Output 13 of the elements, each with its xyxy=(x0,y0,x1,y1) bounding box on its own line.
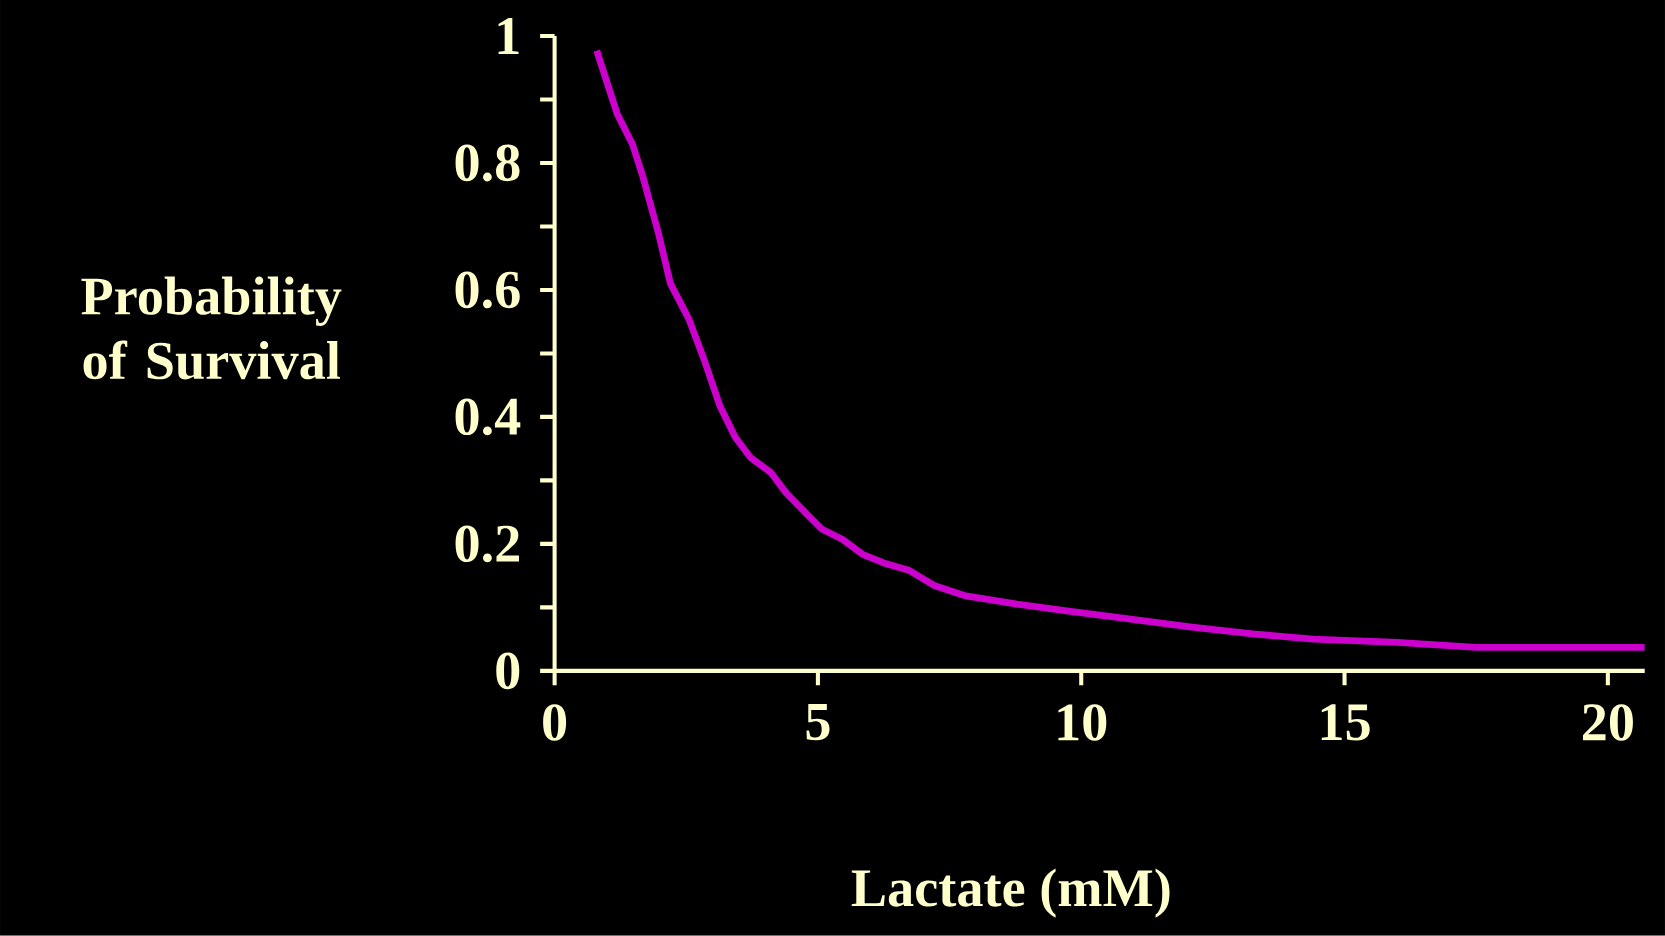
x-tick-label: 0 xyxy=(543,704,567,741)
x-tick-label: 10 xyxy=(1058,704,1107,741)
x-axis-title: Lactate (mM) xyxy=(851,868,1170,918)
y-tick-label: 0.4 xyxy=(455,398,521,436)
y-tick-label: 0 xyxy=(496,652,520,690)
y-tick-label: 0.2 xyxy=(455,525,519,563)
x-tick-label: 5 xyxy=(806,704,830,741)
x-tick-label: 15 xyxy=(1321,704,1370,741)
y-axis-title: Probability of Survival xyxy=(81,276,342,380)
y-tick-label: 0.8 xyxy=(455,144,520,182)
x-tick-label: 20 xyxy=(1583,704,1633,741)
y-tick-label: 0.6 xyxy=(455,271,520,309)
y-tick-label: 1 xyxy=(498,18,519,55)
